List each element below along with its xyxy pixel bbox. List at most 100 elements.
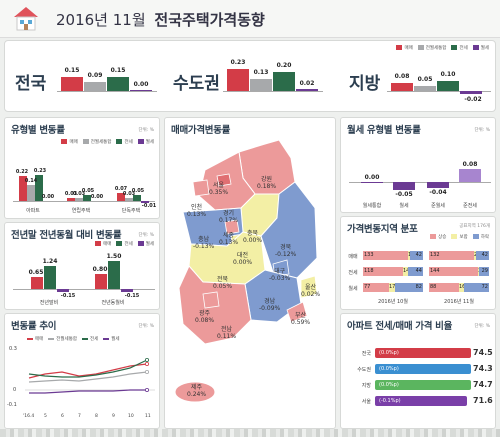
legend-item-jeonse: 전세 (451, 45, 468, 51)
label-busan: 부산 0.59% (291, 312, 311, 326)
legend-item-wolse: 월세 (137, 139, 154, 145)
region-busan (286, 301, 308, 323)
value-detached-integrated: 0.03 (122, 191, 136, 197)
bar-lastyearend-jeonse (44, 266, 56, 289)
category-lastyearend: 전년말비 (39, 300, 59, 306)
legend-item-rise: 상승 (430, 234, 446, 240)
bar-lastyearend-wolse (57, 289, 69, 292)
label-chungbuk: 충북 0.00% (243, 230, 263, 244)
value-detached-wolse: -0.01 (141, 203, 157, 209)
value-wolse-integrated: 0.00 (364, 174, 380, 181)
region-gyeongnam (244, 269, 302, 323)
label-chungnam: 충남 -0.13% (193, 236, 215, 250)
house-logo-icon (12, 5, 40, 31)
bar-detached-jeonse (133, 195, 141, 201)
value-lastyearend-maemae: 0.65 (28, 269, 44, 276)
bar-wolse-monthly (393, 182, 415, 190)
legend-item-jeonse: 전세 (81, 336, 98, 342)
value-capital-jeonse: 0.20 (276, 62, 292, 69)
legend-item-fall: 하락 (472, 234, 489, 240)
value-nation-integrated: 0.09 (87, 72, 103, 79)
bar-lastyearmonth-jeonse (108, 261, 120, 289)
bar-nation-jeonse (107, 77, 129, 91)
bar-provinces-wolse (460, 91, 482, 94)
label-sejong: 세종 0.13% (219, 232, 239, 246)
ratio-row-label: 수도권 (357, 367, 371, 373)
dist-row-label: 월세 (348, 286, 358, 292)
trend-y-tick-top: 0.3 (9, 346, 17, 352)
bar-detached-wolse (141, 201, 149, 203)
ratio-row-label: 전국 (361, 351, 371, 357)
dist-row-label: 전세 (348, 270, 358, 276)
region-ulsan (300, 275, 318, 299)
summary-legend: 매매 전월세통합 전세 월세 (396, 45, 489, 51)
dist-bar-oct-wolse: 77 17 82 (363, 283, 423, 292)
legend-item-maemae: 매매 (95, 241, 111, 247)
label-incheon: 인천 0.13% (187, 204, 207, 218)
bar-lastyearend-maemae (31, 277, 43, 289)
bar-nation-maemae (61, 77, 83, 91)
map-title: 매매가격변동률 (171, 125, 231, 136)
dist-bar-oct-jeonse: 118 14 44 (363, 267, 423, 276)
trend-line-wolse (29, 389, 147, 394)
region-distribution-panel: 가격변동지역 분포 공표지역 176개 상승 보합 하락 매매 133 1 42… (340, 216, 496, 310)
label-daejeon: 대전 0.00% (233, 252, 253, 266)
bar-capital-integrated (250, 79, 272, 91)
page-title: 2016년 11월 전국주택가격동향 (56, 9, 265, 30)
trend-legend: 매매 전월세통합 전세 월세 (27, 336, 120, 342)
region-sejong (224, 219, 240, 235)
summary-group-label-provinces: 지방 (349, 74, 381, 94)
value-lastyearend-wolse: -0.15 (60, 293, 76, 299)
value-provinces-integrated: 0.05 (417, 76, 433, 83)
trend-y-tick-zero: 0 (13, 387, 17, 393)
value-capital-integrated: 0.13 (253, 69, 269, 76)
value-nation-maemae: 0.15 (64, 67, 80, 74)
value-apt-maemae: 0.22 (15, 169, 29, 175)
category-wolse-integrated: 월세통합 (362, 203, 382, 209)
trend-x-tick: 6 (61, 414, 64, 419)
legend-item-integrated: 전월세통합 (417, 45, 446, 51)
bar-capital-wolse (296, 89, 318, 91)
legend-item-flat: 보합 (451, 234, 468, 240)
korea-map (174, 139, 318, 403)
bar-lastyearmonth-wolse (121, 289, 133, 292)
wolse-type-panel: 월세 유형별 변동률 단위: % 0.00 -0.05 -0.04 0.08 월… (340, 117, 496, 213)
ratio-value-capital: 74.3 (473, 364, 493, 373)
bar-apt-maemae (19, 176, 27, 201)
bar-provinces-integrated (414, 86, 436, 91)
dist-bar-nov-maemae: 132 2 42 (429, 251, 489, 260)
bar-capital-jeonse (273, 72, 295, 91)
ratio-value-provinces: 74.7 (473, 380, 493, 389)
summary-group-capital: 0.23 0.13 0.20 0.02 (223, 51, 323, 103)
bar-apt-jeonse (35, 175, 43, 201)
value-provinces-maemae: 0.08 (394, 73, 410, 80)
value-wolse-semi-monthly: -0.04 (429, 189, 447, 196)
summary-panel: 매매 전월세통합 전세 월세 전국 0.15 0.09 0.15 0.00 수도… (4, 40, 496, 112)
bar-apt-integrated (27, 185, 35, 201)
trend-line-integrated (28, 371, 148, 383)
yoy-change-legend: 매매 전세 월세 (95, 241, 154, 247)
distribution-title: 가격변동지역 분포 (347, 224, 418, 235)
category-detached: 단독주택 (121, 208, 141, 214)
label-gyeonggi: 경기 0.17% (219, 210, 239, 224)
ratio-bar-nation (375, 348, 471, 358)
category-lastyearmonth: 전년동월비 (101, 300, 125, 306)
summary-group-provinces: 0.08 0.05 0.10 -0.02 (387, 51, 491, 109)
ratio-unit: 단위: % (474, 324, 490, 329)
distribution-legend: 상승 보합 하락 (430, 234, 489, 240)
bar-lastyearmonth-maemae (95, 274, 107, 289)
bar-capital-maemae (227, 69, 249, 91)
bar-wolse-semi-jeonse (459, 169, 481, 182)
ratio-bar-seoul (375, 396, 467, 406)
ratio-change-capital: (0.0%p) (379, 366, 399, 372)
trend-x-tick: 9 (112, 414, 115, 419)
page-title-date: 2016년 11월 (56, 11, 146, 29)
value-nation-jeonse: 0.15 (110, 67, 126, 74)
header-bar: 2016년 11월 전국주택가격동향 (0, 0, 500, 38)
ratio-value-seoul: 71.6 (473, 396, 493, 405)
ratio-change-nation: (0.0%p) (379, 350, 399, 356)
dist-col-nov: 2016년 11월 (444, 299, 474, 305)
ratio-bar-provinces (375, 380, 471, 390)
trend-x-tick: 8 (95, 414, 98, 419)
trend-x-tick: 11 (145, 414, 151, 419)
